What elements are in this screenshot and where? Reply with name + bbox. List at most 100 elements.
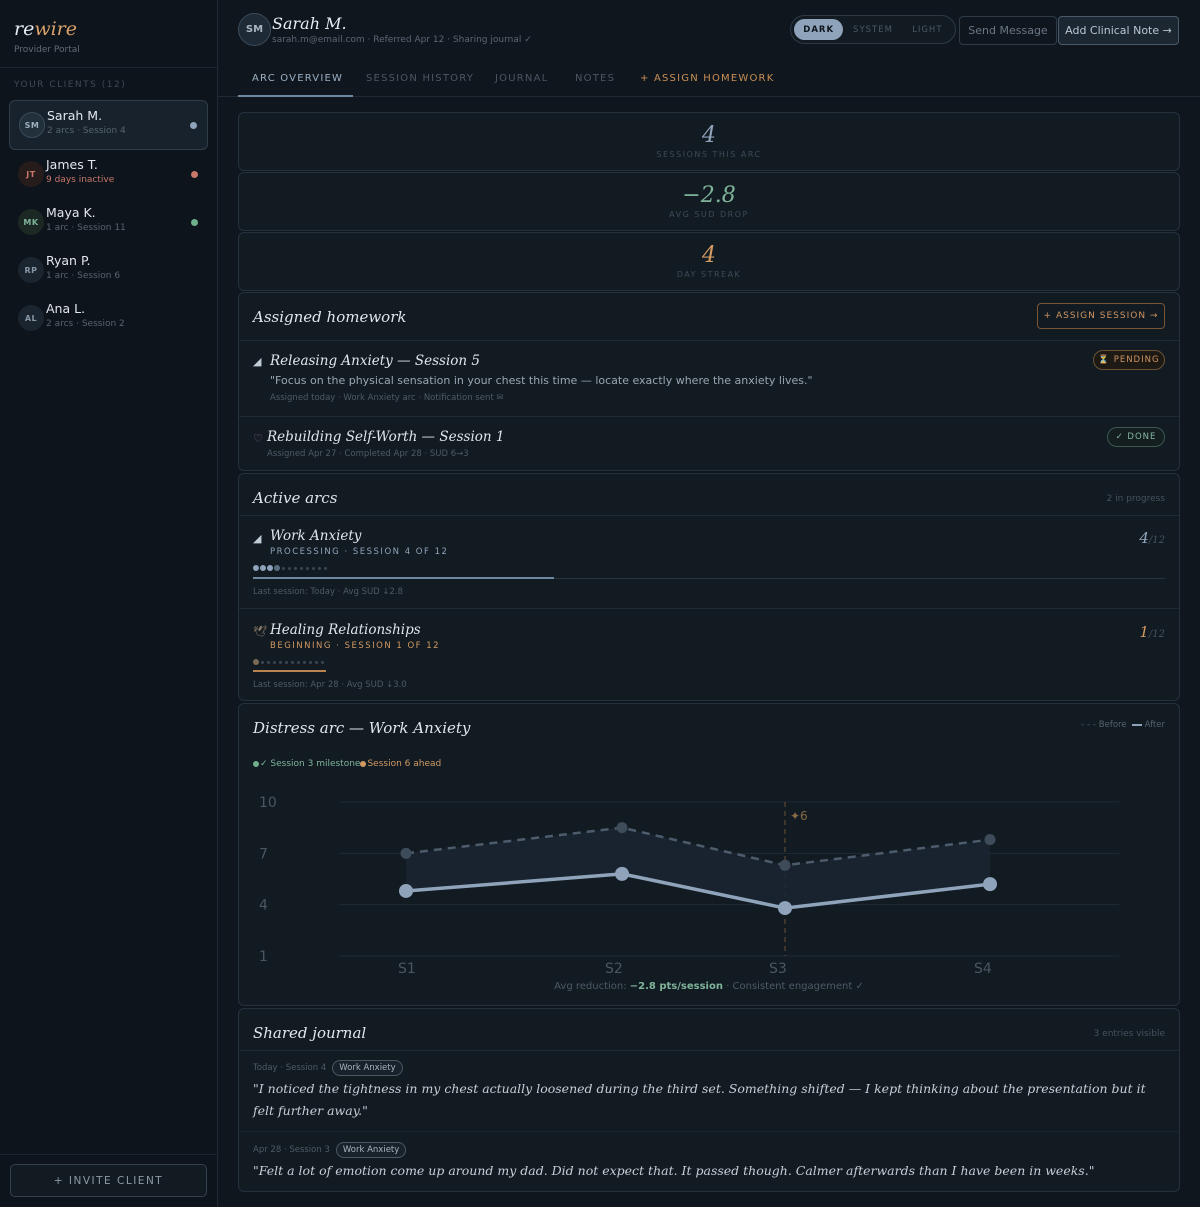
client-sub: 1 arc · Session 11 (46, 223, 126, 233)
arc-tag[interactable]: Work Anxiety (332, 1060, 403, 1076)
tab-journal[interactable]: JOURNAL (495, 73, 549, 84)
journal-entry-text: "I noticed the tightness in my chest act… (253, 1081, 1146, 1118)
journal-count-note: 3 entries visible (1093, 1029, 1165, 1039)
progress-dot (253, 659, 259, 665)
series-line-before (405, 826, 991, 867)
theme-system-option[interactable]: SYSTEM (853, 24, 893, 35)
status-badge-done: ✓ DONE (1107, 427, 1165, 447)
x-tick-label: S4 (974, 961, 992, 977)
distress-line-chart: 10 7 4 1 S1 S2 S3 S4 ✦6 (259, 795, 1119, 977)
y-tick-label: 10 (259, 795, 277, 811)
progress-dot (312, 566, 315, 570)
client-name: Ryan P. (46, 253, 91, 268)
heart-icon: ♡ (253, 432, 263, 445)
before-point (984, 834, 996, 846)
client-item-maya[interactable]: MK Maya K. 1 arc · Session 11 (9, 198, 208, 246)
client-text: Sarah M. 2 arcs · Session 4 (47, 108, 126, 136)
client-sub: 1 arc · Session 6 (46, 271, 121, 281)
client-item-ryan[interactable]: RP Ryan P. 1 arc · Session 6 (9, 246, 208, 294)
x-tick-label: S1 (398, 961, 416, 977)
client-name: Sarah M. (47, 108, 103, 123)
divider (239, 416, 1179, 417)
avatar: MK (18, 209, 44, 235)
assign-session-button[interactable]: + ASSIGN SESSION → (1037, 303, 1165, 329)
stat-value: 4 (702, 123, 716, 148)
homework-item-title[interactable]: Rebuilding Self-Worth — Session 1 (267, 429, 505, 445)
y-tick-label: 1 (259, 949, 268, 965)
arc-title[interactable]: Work Anxiety (270, 528, 362, 544)
homework-item-meta: Assigned today · Work Anxiety arc · Noti… (270, 393, 504, 403)
status-dot (191, 219, 198, 226)
ahead-chip: Session 6 ahead (367, 759, 442, 769)
homework-title: Assigned homework (253, 308, 407, 326)
progress-dot (297, 660, 300, 664)
arc-stage: BEGINNING · SESSION 1 OF 12 (270, 641, 441, 651)
client-meta: sarah.m@email.com · Referred Apr 12 · Sh… (272, 35, 532, 45)
journal-entry-meta: Today · Session 4 Work Anxiety (253, 1060, 403, 1076)
homework-item-title[interactable]: Releasing Anxiety — Session 5 (270, 353, 480, 369)
status-dot (190, 122, 197, 129)
brand-logo[interactable]: rewire (14, 18, 203, 40)
tab-notes[interactable]: NOTES (575, 73, 616, 84)
invite-client-button[interactable]: + INVITE CLIENT (10, 1164, 207, 1197)
bird-icon: 🕊 (253, 625, 267, 638)
arc-progress-track (253, 577, 1165, 579)
add-clinical-note-button[interactable]: Add Clinical Note → (1058, 16, 1179, 45)
before-point (779, 859, 791, 871)
progress-dot (303, 660, 306, 664)
arc-session-count: 4/12 (1139, 529, 1165, 547)
client-item-ana[interactable]: AL Ana L. 2 arcs · Session 2 (9, 294, 208, 342)
avatar: SM (238, 13, 271, 46)
arc-progress-fill (253, 670, 326, 672)
active-arcs-title: Active arcs (253, 489, 338, 507)
ahead-dot (360, 761, 367, 767)
tab-active-indicator (238, 95, 353, 97)
before-point (400, 847, 412, 859)
progress-dot (279, 660, 282, 664)
progress-dot (260, 565, 266, 571)
progress-dot (282, 566, 285, 570)
brand-name-b: wire (34, 18, 77, 40)
client-header: SM Sarah M. sarah.m@email.com · Referred… (218, 0, 1200, 62)
milestone-label: ✦6 (790, 809, 808, 823)
shared-journal-card: Shared journal 3 entries visible Today ·… (238, 1008, 1180, 1192)
x-tick-label: S2 (605, 961, 623, 977)
client-item-sarah[interactable]: SM Sarah M. 2 arcs · Session 4 (9, 100, 208, 150)
progress-dot (273, 660, 276, 664)
arc-progress-fill (253, 577, 554, 579)
footer-value: −2.8 pts/session (629, 981, 723, 992)
legend-after-label: After (1144, 720, 1165, 730)
divider (239, 340, 1179, 341)
progress-dot (291, 660, 294, 664)
arc-tag[interactable]: Work Anxiety (335, 1142, 407, 1158)
client-item-james[interactable]: JT James T. 9 days inactive (9, 150, 208, 198)
progress-dot (253, 565, 259, 571)
status-dot (191, 171, 198, 178)
tab-bar: ARC OVERVIEW SESSION HISTORY JOURNAL NOT… (218, 62, 1200, 97)
tab-arc-overview[interactable]: ARC OVERVIEW (252, 73, 344, 84)
tab-session-history[interactable]: SESSION HISTORY (366, 73, 475, 84)
arc-count-value: 4 (1139, 529, 1149, 547)
arc-title[interactable]: Healing Relationships (270, 622, 421, 638)
y-tick-label: 7 (259, 846, 268, 862)
progress-dot (261, 660, 264, 664)
theme-light-option[interactable]: LIGHT (912, 24, 943, 35)
client-sub: 9 days inactive (46, 175, 115, 185)
client-text: Maya K. 1 arc · Session 11 (46, 205, 126, 233)
tab-assign-homework[interactable]: + ASSIGN HOMEWORK (640, 73, 775, 84)
page-title: Sarah M. (272, 14, 347, 33)
theme-dark-option[interactable]: DARK (794, 19, 844, 40)
send-message-button[interactable]: Send Message (959, 16, 1057, 45)
homework-item-meta: Assigned Apr 27 · Completed Apr 28 · SUD… (267, 449, 469, 459)
divider (239, 608, 1179, 609)
chart-footer: Avg reduction: −2.8 pts/session · Consis… (239, 981, 1179, 992)
client-text: Ryan P. 1 arc · Session 6 (46, 253, 120, 281)
stat-card-sud-drop: −2.8 AVG SUD DROP (238, 172, 1180, 231)
stat-value: −2.8 (682, 183, 736, 208)
client-sub: 2 arcs · Session 4 (47, 126, 126, 136)
stat-label: DAY STREAK (676, 270, 742, 279)
status-badge-pending: ⏳ PENDING (1093, 350, 1165, 370)
legend-before-label: Before (1098, 720, 1127, 730)
client-text: Ana L. 2 arcs · Session 2 (46, 301, 125, 329)
after-point (778, 901, 792, 916)
